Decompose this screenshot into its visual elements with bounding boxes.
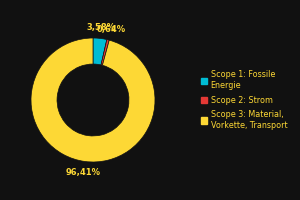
Text: 3,58%: 3,58% — [87, 23, 116, 32]
Wedge shape — [101, 40, 109, 65]
Legend: Scope 1: Fossile
Energie, Scope 2: Strom, Scope 3: Material,
Vorkette, Transport: Scope 1: Fossile Energie, Scope 2: Strom… — [199, 69, 289, 131]
Wedge shape — [31, 38, 155, 162]
Text: 0,64%: 0,64% — [96, 25, 125, 34]
Wedge shape — [93, 38, 107, 65]
Text: 96,41%: 96,41% — [66, 168, 101, 177]
